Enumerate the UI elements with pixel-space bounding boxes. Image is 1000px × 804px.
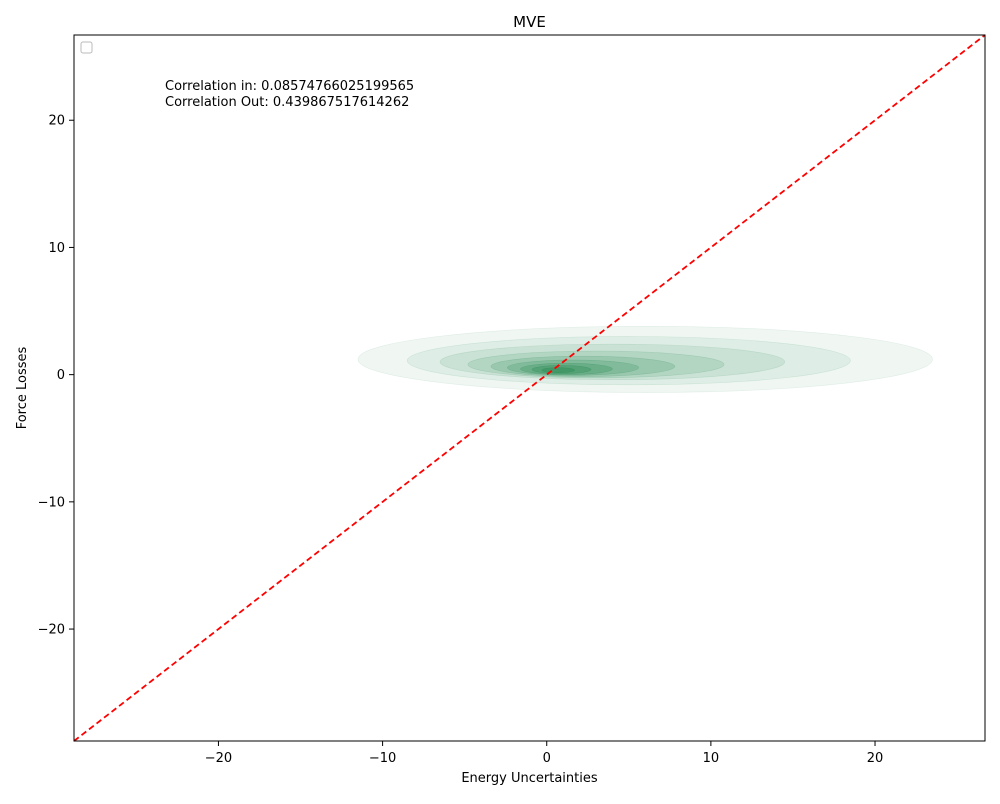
y-tick-label: −20 [38, 623, 65, 638]
y-tick-label: 0 [57, 368, 65, 383]
density-contour-5 [507, 359, 639, 376]
density-contour-8 [541, 367, 575, 374]
x-tick-label: −10 [369, 751, 396, 766]
y-tick-label: −10 [38, 495, 65, 510]
legend-box [80, 41, 93, 54]
x-tick-label: 20 [867, 751, 884, 766]
correlation-out-label: Correlation Out: 0.439867517614262 [165, 95, 409, 110]
y-axis-label: Force Losses [15, 346, 30, 429]
x-tick-label: 10 [703, 751, 720, 766]
x-tick-label: −20 [205, 751, 232, 766]
density-contour-4 [490, 355, 676, 377]
y-tick-label: 20 [48, 114, 65, 129]
y-tick-label: 10 [48, 241, 65, 256]
y-ticks: −20 −10 0 10 20 [38, 114, 74, 638]
density-contour-1 [406, 336, 851, 386]
density-contours [357, 326, 933, 393]
x-axis-label: Energy Uncertainties [461, 771, 598, 786]
plot-frame [73, 34, 986, 742]
density-contour-3 [467, 350, 725, 379]
density-contour-0 [357, 326, 933, 393]
correlation-in-label: Correlation in: 0.08574766025199565 [165, 79, 414, 94]
density-contour-2 [439, 343, 786, 381]
reference-line [73, 34, 986, 742]
x-ticks: −20 −10 0 10 20 [205, 741, 884, 766]
chart-title: MVE [513, 13, 546, 31]
x-tick-label: 0 [543, 751, 551, 766]
density-contour-7 [531, 365, 592, 374]
